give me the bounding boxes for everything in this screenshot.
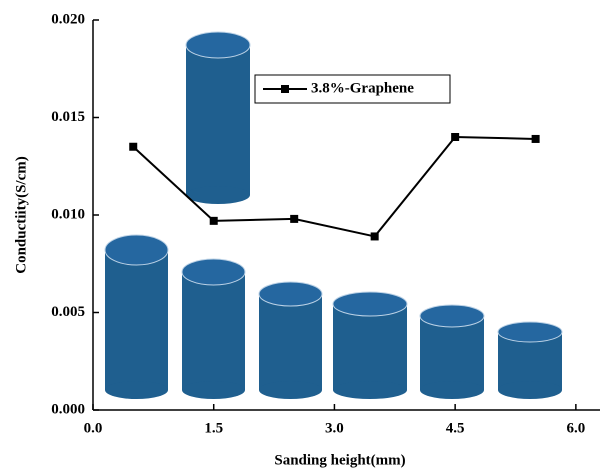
y-tick-label: 0.010 [51,206,85,222]
y-tick-label: 0.015 [51,109,85,125]
marker [129,143,137,151]
legend-label: 3.8%-Graphene [311,80,414,96]
cylinder [182,259,245,399]
y-axis-label: Conductiity(S/cm) [13,156,29,274]
x-tick-label: 0.0 [84,420,103,436]
marker [371,232,379,240]
marker [210,217,218,225]
cylinder [498,322,562,399]
legend-marker [281,85,289,93]
y-tick-label: 0.005 [51,304,85,320]
y-tick-label: 0.020 [51,11,85,27]
cylinder [259,282,322,399]
cylinder [105,235,168,399]
x-tick-label: 6.0 [566,420,585,436]
x-axis-label: Sanding height(mm) [274,452,405,468]
cylinder [333,292,407,399]
marker [451,133,459,141]
x-tick-label: 1.5 [204,420,223,436]
marker [290,215,298,223]
cylinder [186,32,250,204]
marker [532,135,540,143]
x-tick-label: 3.0 [325,420,344,436]
x-tick-label: 4.5 [446,420,465,436]
cylinder [420,305,484,399]
chart: Sanding height(mm) Conductiity(S/cm) 0.0… [0,0,611,471]
y-tick-label: 0.000 [51,401,85,417]
